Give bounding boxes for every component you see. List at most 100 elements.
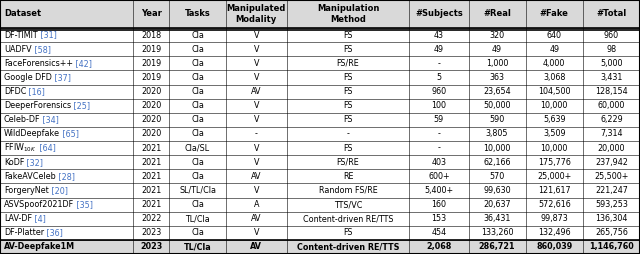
Text: 454: 454	[431, 228, 447, 237]
Text: 10,000: 10,000	[541, 101, 568, 110]
Bar	[0, 56, 640, 70]
Text: 2,068: 2,068	[426, 242, 452, 251]
Text: 98: 98	[606, 45, 616, 54]
Text: V: V	[253, 158, 259, 167]
Text: ForgeryNet: ForgeryNet	[4, 186, 49, 195]
Text: 2021: 2021	[141, 186, 161, 195]
Text: 133,260: 133,260	[481, 228, 513, 237]
Bar	[0, 28, 640, 42]
Text: 2019: 2019	[141, 45, 161, 54]
Text: 2020: 2020	[141, 87, 161, 96]
Text: 590: 590	[490, 115, 505, 124]
Text: DeeperForensics: DeeperForensics	[4, 101, 71, 110]
Text: 572,616: 572,616	[538, 200, 571, 209]
Bar	[0, 183, 640, 198]
Text: V: V	[253, 30, 259, 40]
Text: 2019: 2019	[141, 59, 161, 68]
Text: -: -	[255, 130, 258, 138]
Text: 2019: 2019	[141, 73, 161, 82]
Text: AV-Deepfake1M: AV-Deepfake1M	[4, 242, 75, 251]
Text: FS: FS	[343, 115, 353, 124]
Text: #Real: #Real	[483, 9, 511, 19]
Text: FS: FS	[343, 45, 353, 54]
Text: Google DFD: Google DFD	[4, 73, 52, 82]
Text: V: V	[253, 101, 259, 110]
Text: Content-driven RE/TTS: Content-driven RE/TTS	[297, 242, 399, 251]
Text: [64]: [64]	[36, 144, 56, 153]
Bar	[0, 212, 640, 226]
Text: V: V	[253, 115, 259, 124]
Text: Cla: Cla	[191, 101, 204, 110]
Text: LAV-DF: LAV-DF	[4, 214, 32, 223]
Text: 136,304: 136,304	[595, 214, 628, 223]
Text: [31]: [31]	[38, 30, 56, 40]
Text: [35]: [35]	[74, 200, 93, 209]
Text: DFDC: DFDC	[4, 87, 26, 96]
Text: 570: 570	[490, 172, 505, 181]
Text: TTS/VC: TTS/VC	[334, 200, 362, 209]
Text: 132,496: 132,496	[538, 228, 571, 237]
Text: UADFV: UADFV	[4, 45, 31, 54]
Text: [37]: [37]	[52, 73, 71, 82]
Text: 50,000: 50,000	[483, 101, 511, 110]
Text: 4,000: 4,000	[543, 59, 566, 68]
Text: V: V	[253, 73, 259, 82]
Text: Random FS/RE: Random FS/RE	[319, 186, 378, 195]
Text: #Fake: #Fake	[540, 9, 569, 19]
Text: #Total: #Total	[596, 9, 627, 19]
Text: 25,500+: 25,500+	[594, 172, 628, 181]
Text: Year: Year	[141, 9, 161, 19]
Text: 2021: 2021	[141, 200, 161, 209]
Text: V: V	[253, 144, 259, 153]
Text: 36,431: 36,431	[483, 214, 511, 223]
Text: FS/RE: FS/RE	[337, 158, 360, 167]
Bar	[0, 141, 640, 155]
Text: Cla: Cla	[191, 158, 204, 167]
Text: Cla: Cla	[191, 87, 204, 96]
Text: 49: 49	[549, 45, 559, 54]
Text: [16]: [16]	[26, 87, 45, 96]
Text: 2022: 2022	[141, 214, 161, 223]
Bar	[0, 0, 640, 28]
Text: 2020: 2020	[141, 115, 161, 124]
Text: 5: 5	[436, 73, 442, 82]
Text: 2021: 2021	[141, 172, 161, 181]
Text: FS: FS	[343, 144, 353, 153]
Text: Dataset: Dataset	[4, 9, 41, 19]
Text: DF-Platter: DF-Platter	[4, 228, 44, 237]
Text: [34]: [34]	[40, 115, 60, 124]
Text: -: -	[347, 130, 349, 138]
Text: -: -	[438, 59, 440, 68]
Text: [4]: [4]	[32, 214, 46, 223]
Text: Tasks: Tasks	[184, 9, 211, 19]
Text: AV: AV	[251, 87, 262, 96]
Text: 6,229: 6,229	[600, 115, 623, 124]
Text: V: V	[253, 228, 259, 237]
Text: WildDeepfake: WildDeepfake	[4, 130, 60, 138]
Text: Cla: Cla	[191, 130, 204, 138]
Text: FS: FS	[343, 101, 353, 110]
Bar	[0, 70, 640, 85]
Text: 1,146,760: 1,146,760	[589, 242, 634, 251]
Text: 20,637: 20,637	[483, 200, 511, 209]
Text: RE: RE	[343, 172, 353, 181]
Text: Cla: Cla	[191, 59, 204, 68]
Text: [65]: [65]	[60, 130, 79, 138]
Text: 2020: 2020	[141, 101, 161, 110]
Text: 5,639: 5,639	[543, 115, 566, 124]
Text: 960: 960	[431, 87, 447, 96]
Text: [28]: [28]	[56, 172, 75, 181]
Text: [32]: [32]	[24, 158, 44, 167]
Text: 49: 49	[434, 45, 444, 54]
Text: [58]: [58]	[31, 45, 51, 54]
Text: 60,000: 60,000	[598, 101, 625, 110]
Text: 2020: 2020	[141, 130, 161, 138]
Text: 121,617: 121,617	[538, 186, 571, 195]
Text: 10,000: 10,000	[541, 144, 568, 153]
Text: DF-TIMIT: DF-TIMIT	[4, 30, 38, 40]
Text: Cla/SL: Cla/SL	[185, 144, 210, 153]
Bar	[0, 198, 640, 212]
Text: 2021: 2021	[141, 158, 161, 167]
Bar	[0, 42, 640, 56]
Text: 99,873: 99,873	[540, 214, 568, 223]
